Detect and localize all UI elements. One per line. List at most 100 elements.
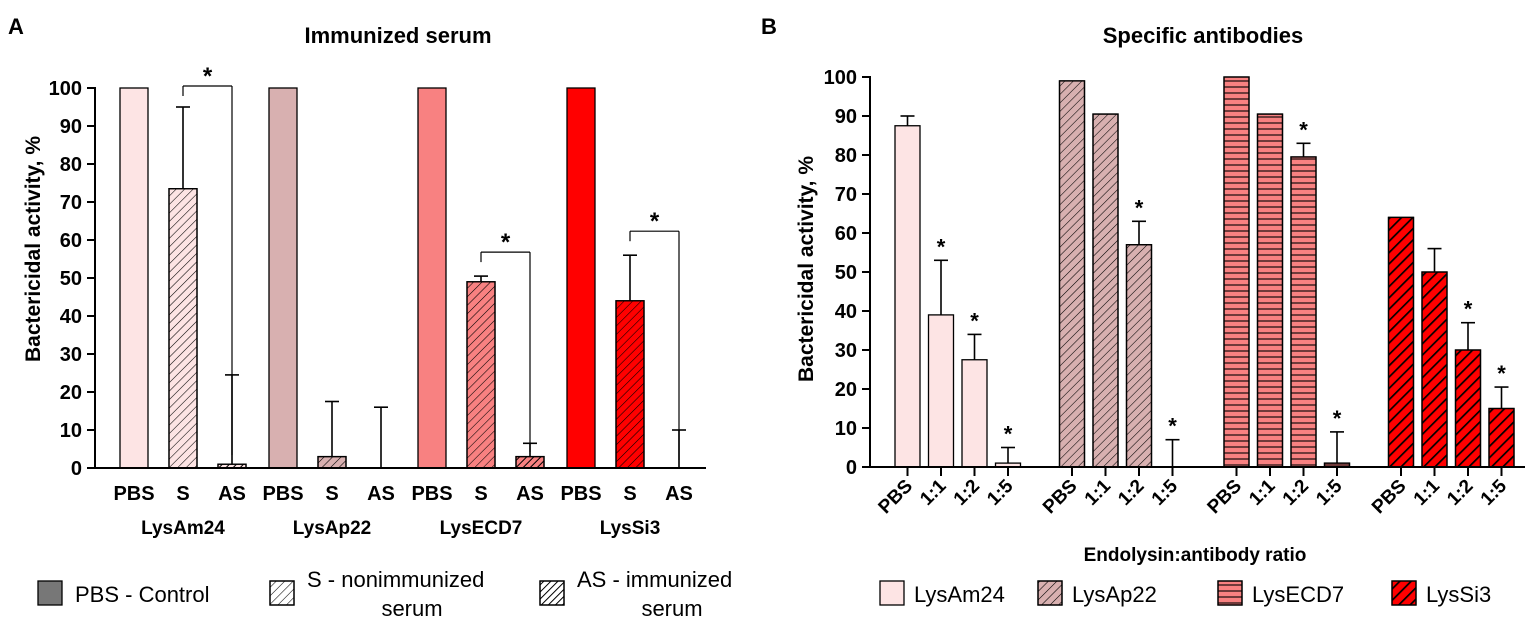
panel-a-y-tick-label: 70 (60, 192, 82, 214)
panel-b-legend-label: LysAm24 (914, 582, 1005, 607)
panel-a-plot: 0 10 20 30 40 50 60 70 80 90 100 PBS S AS LysAm24 * PBS S… (49, 63, 706, 539)
panel-a-group-label: LysECD7 (440, 518, 523, 539)
panel-b-y-tick-label: 0 (846, 457, 857, 479)
panel-a-x-tick-label: AS (218, 483, 246, 505)
panel-b-y-tick-label: 30 (835, 340, 857, 362)
panel-b-x-tick-label: 1:5 (1477, 475, 1512, 510)
panel-a-x-tick-label: AS (367, 483, 395, 505)
panel-a-legend: PBS - Control S - nonimmunized serum AS - i… (37, 567, 732, 621)
panel-b-x-tick-label: PBS (1039, 476, 1081, 518)
panel-b-y-tick-label: 10 (835, 418, 857, 440)
panel-b-bar-lysap22-0-hatch (1058, 80, 1086, 468)
panel-b-legend-swatch-lysam24 (879, 580, 905, 606)
panel-a-y-tick-label: 20 (60, 382, 82, 404)
panel-b-x-tick-label: 1:2 (1114, 476, 1148, 510)
panel-a-y-tick-label: 60 (60, 230, 82, 252)
panel-a-x-tick-label: PBS (411, 483, 452, 505)
panel-a-bar-lysam24-pbs (119, 87, 149, 469)
panel-a-legend-swatch (37, 580, 63, 606)
panel-a-legend-swatch-hatch (539, 580, 565, 606)
panel-a-group-label: LysSi3 (600, 518, 661, 539)
panel-a-group-label: LysAm24 (141, 518, 225, 539)
panel-a-y-tick-label: 80 (60, 154, 82, 176)
panel-a-letter: A (8, 14, 24, 39)
panel-b-y-tick-label: 60 (835, 223, 857, 245)
panel-a-y-tick-label: 40 (60, 306, 82, 328)
panel-a-legend-label: PBS - Control (75, 582, 210, 607)
panel-a-legend-label: S - nonimmunized (307, 567, 484, 592)
panel-b-legend-label: LysAp22 (1072, 582, 1157, 607)
panel-b-legend: LysAm24 LysAp22 LysECD7 LysSi3 (879, 580, 1491, 607)
panel-b-letter: B (761, 14, 777, 39)
panel-b-x-tick-label: 1:5 (1148, 475, 1183, 510)
panel-a-legend-swatch-hatch (269, 580, 295, 606)
panel-a-bar-lysecd7-as-hatch (515, 455, 545, 469)
panel-b-legend-swatch-hatch (1391, 580, 1417, 606)
panel-b-y-tick-label: 80 (835, 145, 857, 167)
panel-a-y-tick-label: 30 (60, 344, 82, 366)
panel-b-bar-lysap22-2-hatch (1125, 244, 1153, 468)
panel-b-plot: 0 10 20 30 40 50 60 70 80 90 100 PBS * 1:1 * 1:2 * 1:5 PBS… (824, 67, 1525, 518)
panel-a-x-tick-label: S (325, 483, 338, 505)
panel-b-y-tick-label: 20 (835, 379, 857, 401)
panel-b-x-tick-label: 1:1 (1081, 475, 1116, 510)
panel-a-bar-lyssi3-s-hatch (615, 300, 645, 469)
panel-b-bar-lysam24-2-star: * (970, 308, 979, 333)
panel-b-legend-swatch-hatch (1037, 580, 1063, 606)
panel-a-x-tick-label: PBS (560, 483, 601, 505)
panel-b-title: Specific antibodies (1103, 23, 1304, 48)
panel-b-bar-lyssi3-1-hatch (1421, 271, 1448, 468)
panel-b-x-tick-label: PBS (1204, 476, 1246, 518)
panel-b-x-tick-label: 1:5 (983, 475, 1018, 510)
panel-a-significance-lyssi3-star: * (650, 208, 660, 235)
panel-b-x-tick-label: 1:1 (1245, 475, 1280, 510)
panel-a-bar-lysap22-pbs (268, 87, 298, 469)
panel-a-bar-lysap22-s-hatch (317, 455, 347, 469)
panel-b-bar-lysecd7-1-hatch (1256, 113, 1284, 468)
panel-a-x-tick-label: PBS (113, 483, 154, 505)
panel-b-legend-swatch-hatch (1217, 580, 1243, 606)
panel-a-x-tick-label: S (623, 483, 636, 505)
panel-b-x-tick-label: 1:1 (916, 475, 951, 510)
panel-b-legend-label: LysSi3 (1426, 582, 1491, 607)
panel-a-x-tick-label: PBS (262, 483, 303, 505)
panel-a-x-tick-label: AS (516, 483, 544, 505)
panel-b-bar-lysecd7-3-star: * (1333, 406, 1342, 431)
panel-a-significance-lysam24-star: * (203, 63, 213, 90)
panel-b-bar-lysam24-1 (927, 314, 955, 468)
panel-b-bar-lyssi3-2-star: * (1464, 297, 1473, 322)
panel-a-group-label: LysAp22 (293, 518, 372, 539)
panel-b-bar-lysap22-3-star: * (1168, 414, 1177, 439)
panel-a-y-tick-label: 0 (71, 458, 82, 480)
panel-b-x-tick-label: 1:2 (1279, 476, 1313, 510)
panel-a-x-tick-label: S (474, 483, 487, 505)
panel-b-x-tick-label: 1:5 (1312, 475, 1347, 510)
panel-b-bar-lysam24-2 (961, 359, 988, 468)
panel-b-bar-lysecd7-2-star: * (1299, 117, 1308, 142)
panel-b-y-tick-label: 50 (835, 262, 857, 284)
panel-a-bar-lysecd7-pbs (417, 87, 447, 469)
panel-a-bar-lysecd7-s-hatch (466, 281, 496, 469)
panel-a-legend-label: serum (641, 596, 702, 621)
panel-b-bar-lyssi3-3-star: * (1497, 361, 1506, 386)
panel-a-y-axis-label: Bactericidal activity, % (22, 136, 45, 362)
panel-b-x-tick-label: 1:2 (1443, 476, 1477, 510)
panel-b-x-tick-label: PBS (875, 476, 917, 518)
panel-a-x-tick-label: AS (665, 483, 693, 505)
panel-a-y-tick-label: 90 (60, 116, 82, 138)
panel-b-x-tick-label: 1:1 (1410, 475, 1445, 510)
panel-a-title: Immunized serum (304, 23, 491, 48)
panel-b-bar-lysap22-1-hatch (1092, 113, 1119, 468)
panel-b-bar-lysecd7-0-hatch (1223, 76, 1250, 468)
panel-b-bar-lysecd7-2-hatch (1290, 156, 1317, 468)
panel-b-bar-lysam24-1-star: * (937, 234, 946, 259)
panel-a-legend-label: AS - immunized (577, 567, 732, 592)
panel-b-x-axis-label: Endolysin:antibody ratio (1084, 545, 1307, 566)
panel-b-bar-lysam24-0 (894, 125, 921, 468)
panel-b-bar-lyssi3-0-hatch (1387, 216, 1415, 468)
panel-b-bar-lysam24-3-star: * (1004, 422, 1013, 447)
panel-b-y-tick-label: 40 (835, 301, 857, 323)
panel-a-bar-lysam24-s-hatch (168, 188, 198, 469)
panel-a-y-tick-label: 50 (60, 268, 82, 290)
